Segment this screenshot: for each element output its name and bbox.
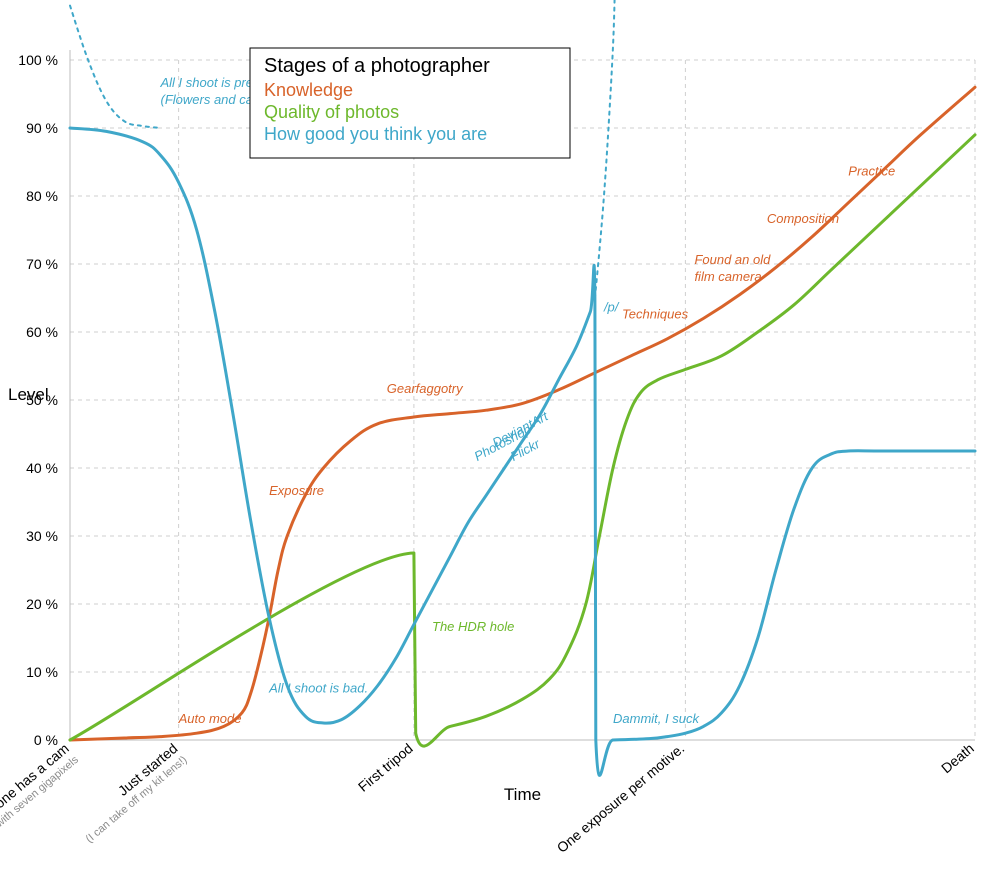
series-knowledge [70,87,975,740]
annotation: All I shoot is bad. [268,680,368,695]
x-tick: Just started(I can take off my kit lens!… [72,740,189,845]
annotation: Exposure [269,483,324,498]
x-tick: My phone has a cam... with seven gigapix… [0,740,81,847]
y-tick-label: 20 % [26,596,58,612]
y-tick-label: 40 % [26,460,58,476]
annotation: Found an old [694,252,771,267]
annotation: film camera [694,269,761,284]
x-tick-label: First tripod [355,740,416,795]
x-tick: First tripod [355,740,416,795]
annotation: Techniques [622,306,689,321]
x-tick: Death [938,740,977,776]
y-axis-label: Level [8,385,49,404]
dotted-extension [595,0,615,298]
y-tick-label: 60 % [26,324,58,340]
legend-item: How good you think you are [264,124,487,144]
legend-title: Stages of a photographer [264,55,490,77]
legend-item: Knowledge [264,80,353,100]
annotation: Auto mode [178,711,242,726]
annotation: /p/ [603,300,620,315]
annotation: Gearfaggotry [387,381,464,396]
annotation: Dammit, I suck [613,711,700,726]
annotation: The HDR hole [432,619,514,634]
annotation: Practice [848,164,895,179]
y-tick-label: 90 % [26,120,58,136]
x-axis: My phone has a cam... with seven gigapix… [0,740,977,856]
grid [70,60,975,740]
dotted-extension [70,6,161,128]
x-tick-label: Death [938,740,977,776]
annotation: Composition [767,211,839,226]
y-tick-label: 10 % [26,664,58,680]
y-tick-label: 80 % [26,188,58,204]
legend-item: Quality of photos [264,102,399,122]
x-axis-label: Time [504,785,541,804]
y-tick-label: 30 % [26,528,58,544]
x-tick-label: One exposure per motive. [554,740,688,856]
y-tick-label: 70 % [26,256,58,272]
legend: Stages of a photographer KnowledgeQuality… [250,48,570,158]
x-tick: One exposure per motive. [554,740,688,856]
y-tick-label: 0 % [34,732,58,748]
y-tick-label: 100 % [18,52,58,68]
photographer-stages-chart: My phone has a cam... with seven gigapix… [0,0,988,871]
